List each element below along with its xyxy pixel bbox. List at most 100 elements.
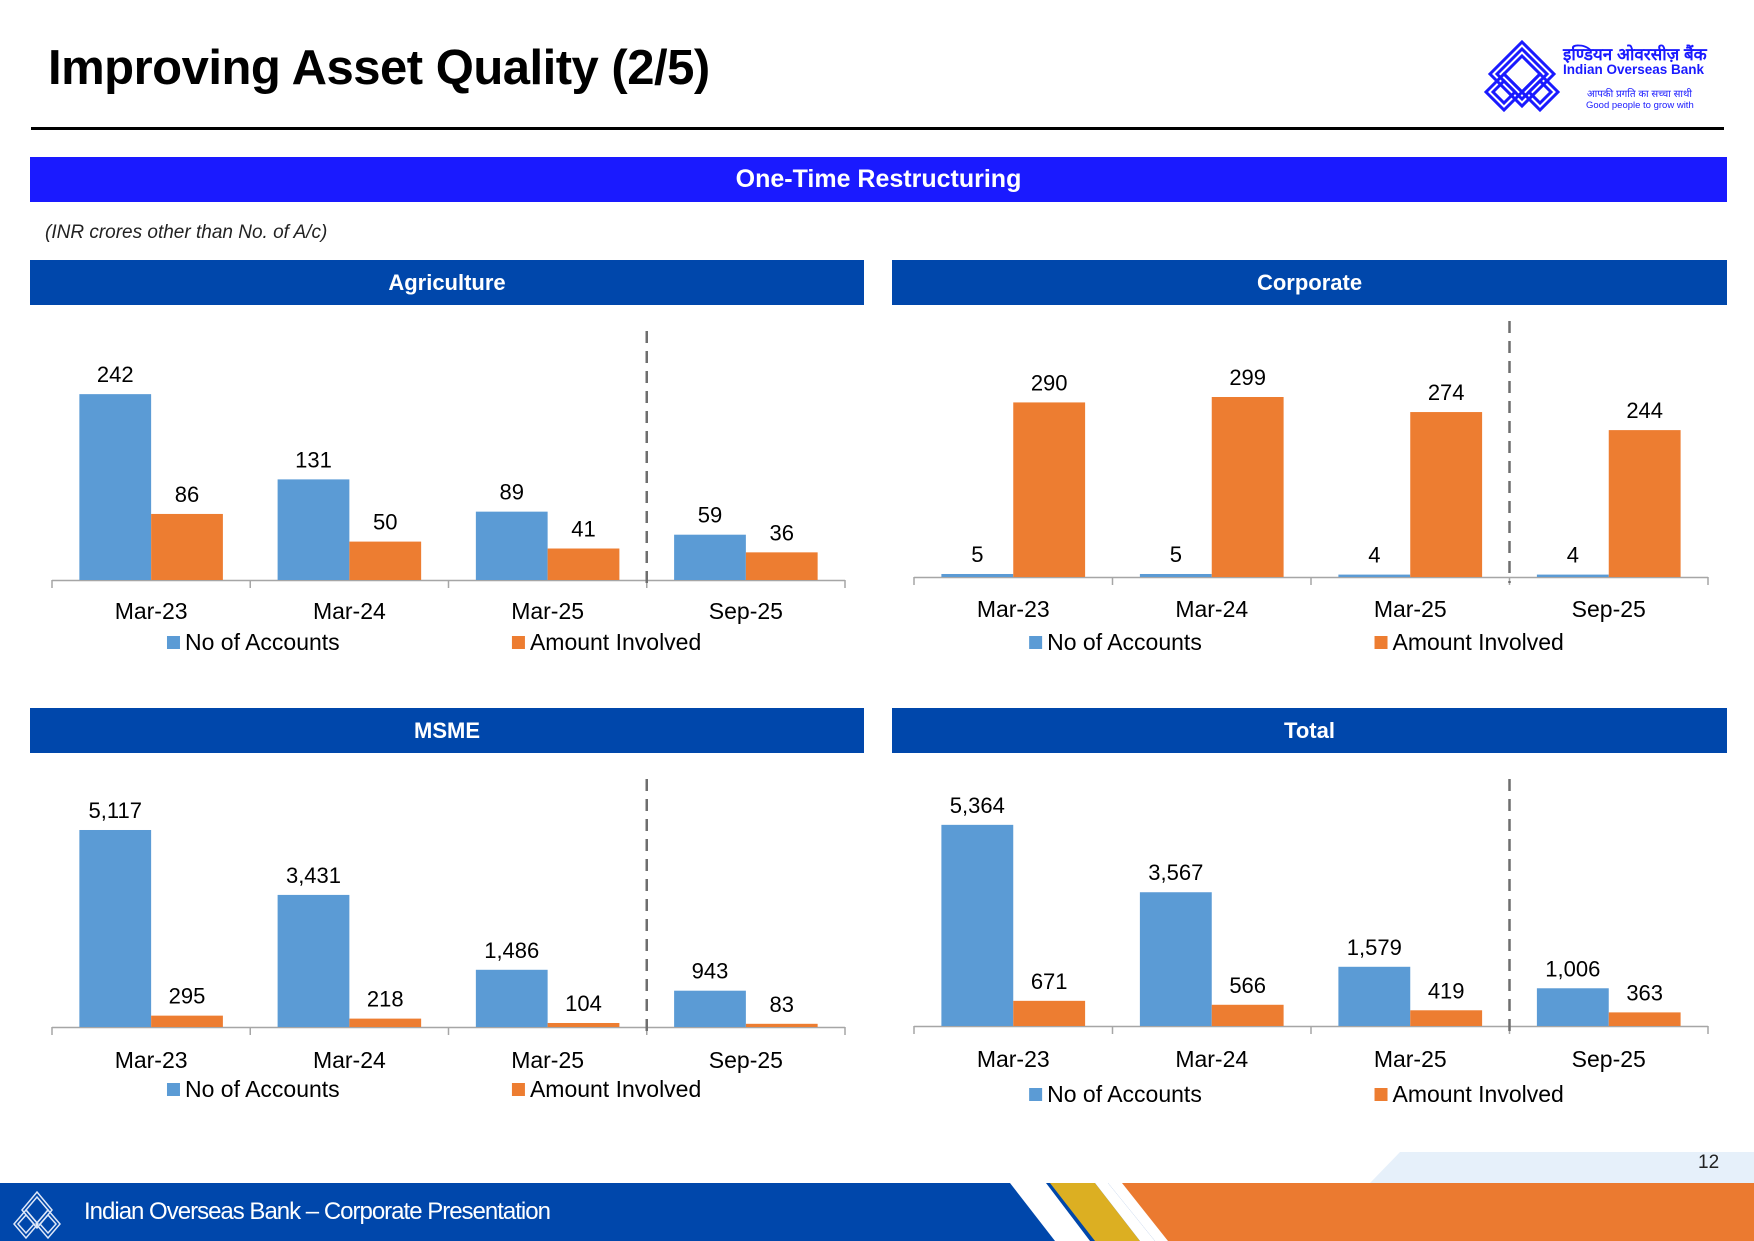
section-banner: One-Time Restructuring <box>30 157 1727 202</box>
category-label: Mar-24 <box>1175 1046 1248 1072</box>
bar-no-of-accounts <box>1338 574 1411 577</box>
category-label: Mar-24 <box>1175 596 1248 622</box>
category-label: Mar-24 <box>313 598 386 624</box>
legend-label: Amount Involved <box>530 1076 701 1102</box>
legend-swatch-no-of-accounts <box>1029 636 1043 649</box>
bar-no-of-accounts <box>941 824 1014 1026</box>
bar-amount-involved <box>1211 397 1284 577</box>
data-label: 36 <box>770 520 794 545</box>
legend-label: Amount Involved <box>530 629 701 655</box>
category-label: Mar-23 <box>115 598 188 624</box>
unit-note: (INR crores other than No. of A/c) <box>45 222 328 243</box>
bar-amount-involved <box>1410 412 1483 577</box>
bar-no-of-accounts <box>1139 573 1212 577</box>
data-label: 86 <box>175 482 199 507</box>
legend-swatch-amount-involved <box>1374 1088 1388 1101</box>
bar-no-of-accounts <box>1536 988 1609 1026</box>
legend-label: Amount Involved <box>1393 629 1564 655</box>
category-label: Mar-23 <box>115 1047 188 1073</box>
data-label: 41 <box>571 517 595 542</box>
bar-no-of-accounts <box>1536 574 1609 577</box>
category-label: Sep-25 <box>1572 596 1646 622</box>
data-label: 3,567 <box>1148 860 1203 885</box>
data-label: 59 <box>698 503 722 528</box>
chart-header-msme: MSME <box>30 708 864 753</box>
footer-logo-icon <box>13 1190 61 1240</box>
bar-amount-involved <box>547 1022 620 1027</box>
data-label: 5,364 <box>950 793 1005 818</box>
legend-swatch-amount-involved <box>511 636 525 649</box>
data-label: 5 <box>1170 542 1182 567</box>
logo-tagline: Good people to grow with <box>1586 100 1694 111</box>
bank-logo-icon <box>1483 39 1561 113</box>
category-label: Mar-23 <box>977 596 1050 622</box>
bar-no-of-accounts <box>277 894 350 1027</box>
bar-amount-involved <box>1410 1010 1483 1026</box>
category-label: Mar-25 <box>1374 1046 1447 1072</box>
data-label: 295 <box>169 984 206 1009</box>
data-label: 671 <box>1031 969 1068 994</box>
footer-gold-stripe <box>1050 1183 1140 1241</box>
bar-no-of-accounts <box>674 534 746 580</box>
data-label: 419 <box>1428 978 1465 1003</box>
bar-amount-involved <box>745 1023 818 1027</box>
data-label: 363 <box>1626 980 1663 1005</box>
bar-no-of-accounts <box>941 573 1014 577</box>
data-label: 218 <box>367 987 404 1012</box>
page-title: Improving Asset Quality (2/5) <box>48 41 710 95</box>
bar-amount-involved <box>1608 1012 1681 1026</box>
data-label: 242 <box>97 362 134 387</box>
data-label: 83 <box>770 992 794 1017</box>
footer-decoration <box>0 1152 1754 1241</box>
legend-swatch-no-of-accounts <box>166 1083 180 1096</box>
data-label: 943 <box>692 959 729 984</box>
data-label: 1,579 <box>1347 935 1402 960</box>
bar-amount-involved <box>1013 402 1086 577</box>
data-label: 5,117 <box>89 798 142 823</box>
bar-amount-involved <box>349 1018 422 1027</box>
category-label: Sep-25 <box>1572 1046 1646 1072</box>
data-label: 3,431 <box>286 863 341 888</box>
chart-header-corporate: Corporate <box>892 260 1727 305</box>
data-label: 4 <box>1368 543 1380 568</box>
data-label: 4 <box>1567 543 1579 568</box>
bar-no-of-accounts <box>277 479 350 580</box>
data-label: 1,006 <box>1545 956 1600 981</box>
legend-label: No of Accounts <box>185 629 340 655</box>
bar-amount-involved <box>151 513 223 580</box>
logo-hindi-name: इण्डियन ओवरसीज़ बैंक <box>1563 45 1707 64</box>
data-label: 1,486 <box>484 938 539 963</box>
legend-swatch-amount-involved <box>1374 636 1388 649</box>
category-label: Mar-23 <box>977 1046 1050 1072</box>
data-label: 50 <box>373 510 397 535</box>
bar-no-of-accounts <box>1139 892 1212 1026</box>
legend-label: No of Accounts <box>1047 1081 1202 1107</box>
bar-no-of-accounts <box>79 394 152 580</box>
data-label: 566 <box>1229 973 1266 998</box>
chart-header-total: Total <box>892 708 1727 753</box>
bar-amount-involved <box>547 548 620 580</box>
logo-tagline-hindi: आपकी प्रगति का सच्चा साथी <box>1587 89 1692 100</box>
legend-label: Amount Involved <box>1393 1081 1564 1107</box>
logo-bank-name: Indian Overseas Bank <box>1563 62 1705 77</box>
category-label: Sep-25 <box>709 1047 783 1073</box>
chart-header-agriculture: Agriculture <box>30 260 864 305</box>
bar-no-of-accounts <box>674 990 746 1027</box>
footer-white-stripe-2 <box>1095 1183 1155 1241</box>
data-label: 89 <box>499 480 523 505</box>
bar-no-of-accounts <box>475 511 548 580</box>
bar-amount-involved <box>1013 1000 1086 1026</box>
bar-amount-involved <box>1211 1004 1284 1026</box>
bar-amount-involved <box>1608 430 1681 577</box>
category-label: Mar-25 <box>511 598 584 624</box>
category-label: Mar-25 <box>511 1047 584 1073</box>
bar-amount-involved <box>349 541 422 580</box>
category-label: Mar-25 <box>1374 596 1447 622</box>
bar-amount-involved <box>151 1015 223 1027</box>
